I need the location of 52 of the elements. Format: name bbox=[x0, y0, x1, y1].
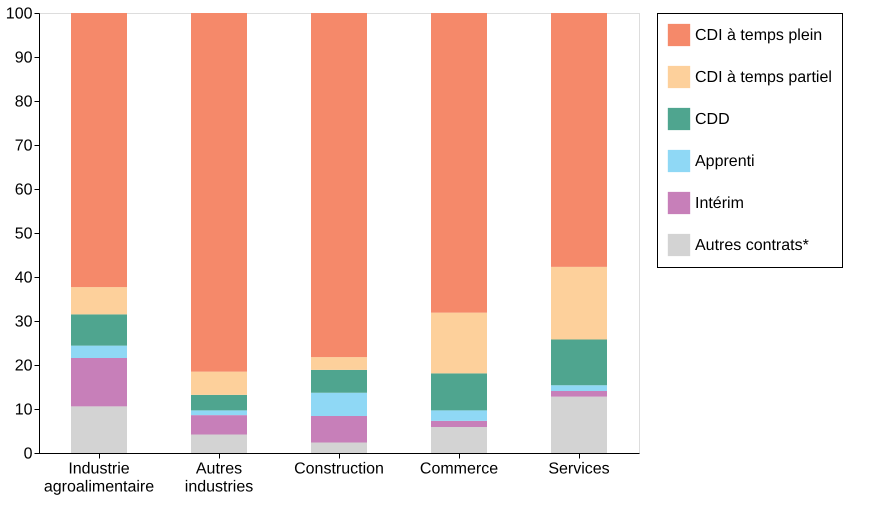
bar bbox=[311, 416, 367, 442]
x-tick-label: Commerce bbox=[420, 460, 498, 478]
bar bbox=[71, 287, 127, 314]
legend-label: CDD bbox=[695, 111, 730, 128]
bar bbox=[71, 314, 127, 346]
bar bbox=[191, 415, 247, 435]
bar bbox=[311, 370, 367, 393]
x-tick-label: Industrie agroalimentaire bbox=[44, 460, 154, 496]
y-tick-label: 0 bbox=[24, 446, 33, 462]
legend-label: Autres contrats* bbox=[695, 237, 809, 254]
bar bbox=[191, 13, 247, 372]
bar bbox=[431, 373, 487, 410]
bar bbox=[191, 394, 247, 410]
bar bbox=[191, 410, 247, 416]
bar bbox=[311, 357, 367, 370]
y-tick-label: 50 bbox=[14, 226, 33, 242]
y-tick-label: 30 bbox=[14, 314, 33, 330]
bar bbox=[551, 339, 607, 386]
bar bbox=[71, 406, 127, 453]
bar bbox=[551, 266, 607, 340]
bar bbox=[551, 390, 607, 397]
legend-label: CDI à temps partiel bbox=[695, 69, 832, 86]
bar bbox=[551, 385, 607, 391]
y-tick-label: 20 bbox=[14, 358, 33, 374]
legend-label: Apprenti bbox=[695, 153, 755, 170]
bar bbox=[431, 13, 487, 313]
legend-label: CDI à temps plein bbox=[695, 27, 822, 44]
bar bbox=[191, 434, 247, 453]
y-tick-label: 40 bbox=[14, 270, 33, 286]
bar bbox=[431, 410, 487, 421]
x-tick-label: Construction bbox=[294, 460, 384, 478]
bar bbox=[71, 346, 127, 358]
y-tick-label: 70 bbox=[14, 138, 33, 154]
y-tick-label: 10 bbox=[14, 402, 33, 418]
x-tick-label: Autres industries bbox=[184, 460, 254, 496]
bar bbox=[311, 392, 367, 416]
bar bbox=[431, 427, 487, 453]
legend-label: Intérim bbox=[695, 195, 744, 212]
bar bbox=[71, 13, 127, 288]
bar bbox=[431, 312, 487, 374]
y-tick-label: 80 bbox=[14, 94, 33, 110]
x-tick-label: Services bbox=[548, 460, 610, 478]
y-tick-label: 60 bbox=[14, 182, 33, 198]
bar bbox=[191, 372, 247, 395]
bar bbox=[431, 420, 487, 428]
y-tick-label: 90 bbox=[14, 50, 33, 66]
bar bbox=[551, 13, 607, 267]
bar bbox=[311, 442, 367, 453]
bar bbox=[71, 358, 127, 406]
bar bbox=[311, 13, 367, 358]
y-tick-label: 100 bbox=[6, 6, 33, 22]
bar bbox=[551, 396, 607, 453]
